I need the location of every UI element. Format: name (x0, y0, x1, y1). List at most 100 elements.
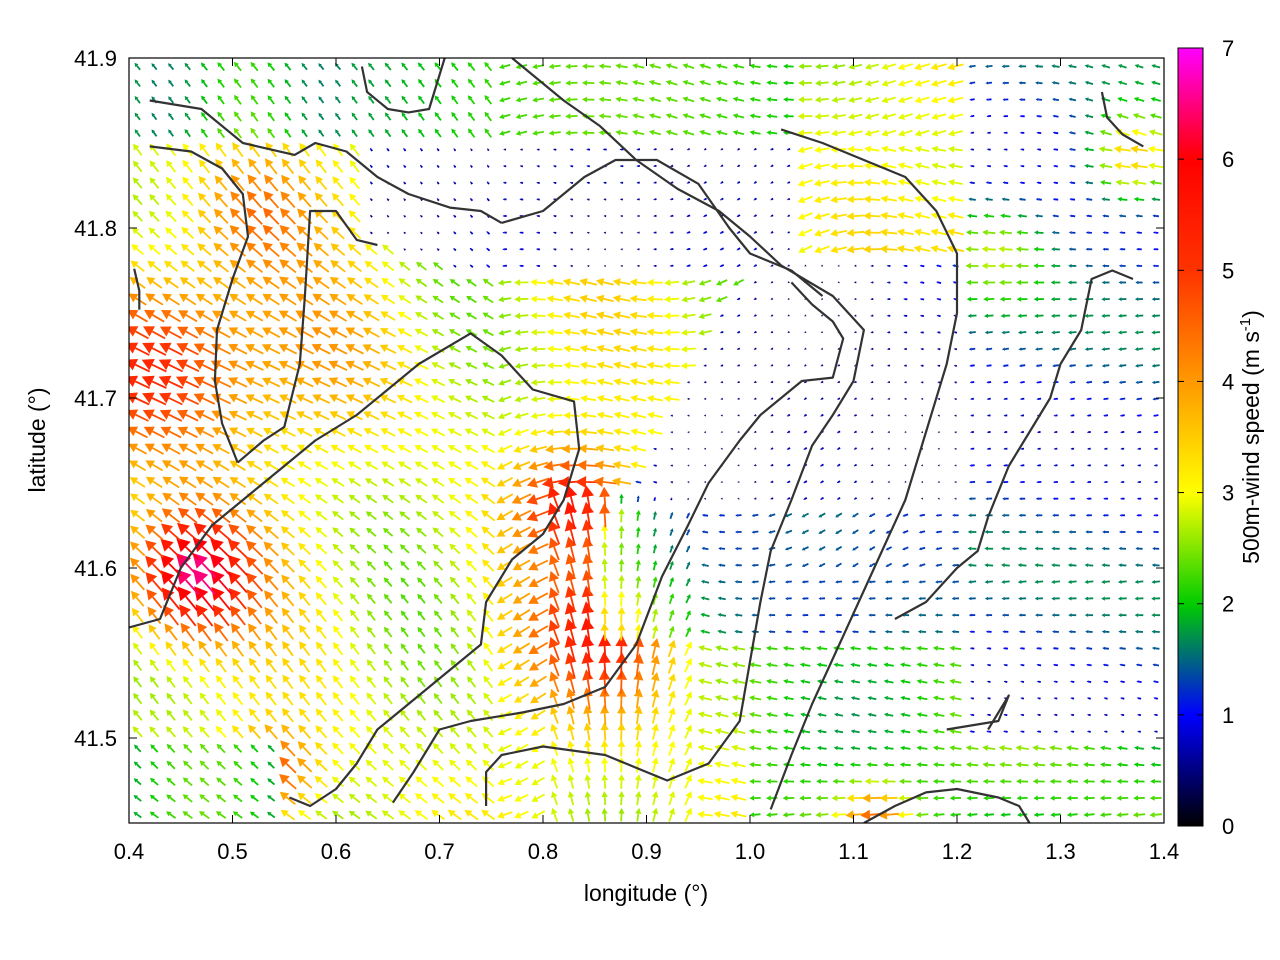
wind-arrow-shaft (820, 763, 828, 767)
wind-arrow-head (465, 776, 473, 784)
wind-arrow-shaft (854, 647, 861, 650)
wind-arrow (314, 775, 328, 788)
wind-arrow (816, 745, 827, 751)
wind-arrow (949, 762, 962, 768)
wind-arrow-head (199, 794, 206, 800)
wind-arrow-shaft (536, 776, 545, 783)
wind-arrow (398, 793, 411, 804)
wind-arrow-head (233, 777, 239, 783)
wind-arrow-head (497, 762, 505, 769)
wind-arrow (267, 795, 276, 802)
wind-arrow (883, 745, 894, 751)
wind-arrow (382, 742, 394, 755)
wind-arrow-head (685, 757, 692, 766)
wind-arrow (314, 758, 328, 772)
wind-arrow-shaft (469, 763, 478, 771)
wind-arrow (449, 759, 461, 771)
wind-arrow (816, 762, 828, 768)
wind-arrow-shaft (1121, 647, 1126, 650)
wind-arrow-shaft (1155, 713, 1158, 717)
wind-arrow-shaft (854, 747, 861, 750)
wind-arrow (900, 745, 911, 751)
wind-arrow-head (399, 759, 406, 767)
wind-arrow-head (584, 807, 591, 815)
wind-arrow (584, 791, 592, 806)
wind-arrow-shaft (219, 746, 226, 754)
wind-arrow (635, 807, 642, 822)
wind-arrow-head (250, 761, 256, 766)
wind-arrow-shaft (1105, 713, 1108, 717)
wind-arrow (782, 778, 795, 784)
wind-arrow-shaft (586, 447, 599, 451)
wind-arrow-shaft (1121, 680, 1125, 683)
wind-arrow-shaft (1121, 397, 1126, 400)
wind-arrow-shaft (971, 580, 977, 583)
wind-arrow-shaft (503, 744, 512, 750)
wind-arrow-head (249, 811, 255, 817)
wind-arrow-shaft (553, 430, 564, 434)
wind-arrow (1066, 761, 1079, 768)
wind-arrow-head (749, 778, 755, 785)
wind-arrow-head (982, 778, 988, 785)
wind-arrow-shaft (1054, 813, 1061, 816)
wind-arrow-head (550, 740, 558, 749)
wind-arrow-head (348, 810, 356, 817)
wind-arrow-shaft (603, 780, 607, 789)
wind-arrow-shaft (352, 779, 361, 787)
wind-arrow-shaft (904, 747, 911, 750)
wind-arrow (496, 811, 513, 819)
wind-arrow-shaft (770, 763, 778, 767)
wind-arrow (250, 777, 259, 786)
wind-arrows (129, 61, 1164, 822)
wind-arrow (551, 791, 559, 806)
wind-arrow-head (415, 776, 423, 784)
wind-arrow-shaft (269, 746, 275, 753)
wind-arrow (149, 794, 159, 803)
wind-arrow-shaft (236, 813, 243, 819)
wind-arrow (1116, 812, 1129, 818)
wind-arrow-shaft (821, 380, 824, 384)
wind-arrow-shaft (1021, 580, 1027, 583)
wind-arrow-shaft (1037, 747, 1046, 750)
wind-arrow-head (382, 742, 390, 750)
wind-arrow (448, 793, 462, 804)
wind-arrow-shaft (854, 664, 861, 667)
wind-arrow-head (899, 778, 905, 785)
wind-arrow (1032, 778, 1045, 785)
wind-arrow-shaft (820, 664, 828, 667)
wind-arrow-head (749, 812, 755, 818)
wind-arrow (567, 757, 575, 773)
wind-arrow-shaft (937, 563, 943, 567)
wind-arrow (949, 745, 962, 751)
wind-arrow-shaft (754, 763, 761, 767)
wind-arrow-shaft (871, 497, 874, 500)
wind-arrow-shaft (837, 730, 844, 734)
wind-arrow-shaft (704, 547, 709, 551)
wind-arrow-shaft (1088, 680, 1092, 683)
wind-arrow-shaft (186, 780, 193, 787)
wind-arrow (166, 794, 176, 803)
wind-arrow-shaft (1121, 813, 1129, 816)
wind-arrow-shaft (1004, 747, 1013, 750)
wind-arrow-shaft (821, 397, 824, 400)
wind-arrow-head (497, 795, 505, 802)
wind-arrow-head (867, 745, 872, 751)
wind-arrow-head (730, 794, 738, 802)
wind-arrow-shaft (1071, 813, 1078, 816)
wind-arrow-shaft (937, 647, 945, 650)
wind-arrow (965, 745, 979, 751)
wind-arrow-shaft (1138, 680, 1142, 683)
wind-arrow-shaft (904, 680, 911, 684)
wind-arrow-head (432, 759, 440, 767)
wind-arrow-head (267, 761, 272, 766)
wind-arrow-shaft (904, 697, 911, 701)
wind-arrow (749, 778, 761, 785)
wind-arrow-shaft (636, 746, 640, 757)
wind-arrow (684, 807, 692, 822)
wind-arrow-head (730, 761, 738, 768)
wind-arrow-shaft (837, 413, 841, 417)
wind-arrow-shaft (921, 546, 926, 550)
wind-arrow-head (730, 777, 738, 785)
wind-arrow-head (149, 811, 155, 817)
wind-arrow (766, 762, 778, 768)
